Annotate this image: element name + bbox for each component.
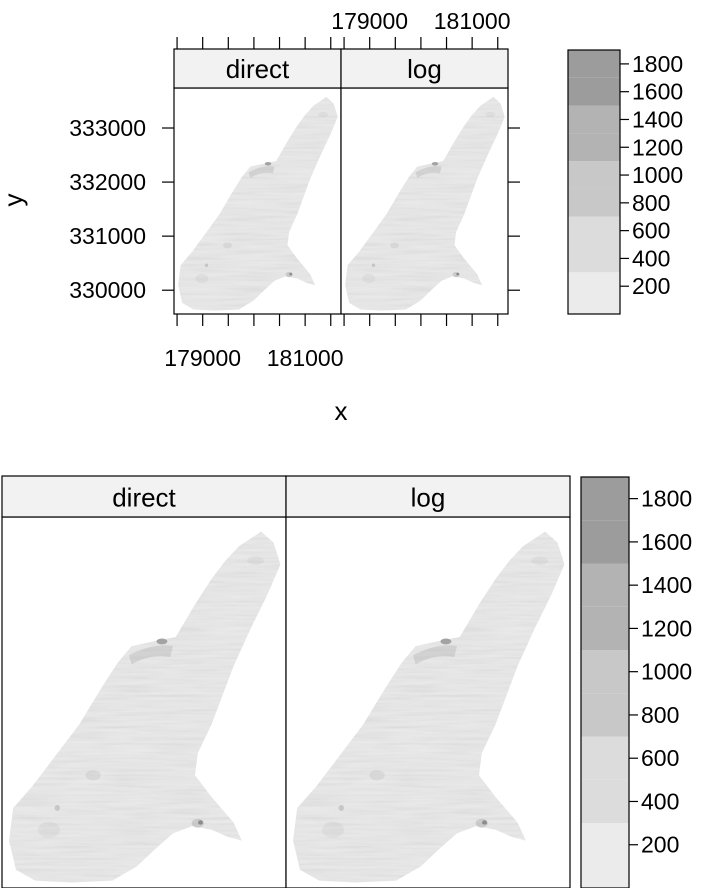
top-colorkey-band — [568, 161, 620, 189]
bottom-colorkey-tick-label: 600 — [641, 745, 679, 771]
bottom-strip-label: direct — [112, 482, 176, 512]
top-colorkey-tick-label: 1000 — [632, 162, 683, 188]
top-colorkey-tick-label: 1200 — [632, 134, 683, 160]
top-x-tick-label-bottom: 181000 — [267, 345, 344, 371]
top-x-tick-label-top: 179000 — [331, 8, 408, 34]
bottom-colorkey-band — [581, 563, 629, 607]
bottom-colorkey-band — [581, 736, 629, 780]
top-colorkey-band — [568, 77, 620, 106]
bottom-colorkey-band — [581, 779, 629, 824]
top-colorkey-band — [568, 244, 620, 273]
top-colorkey-band — [568, 133, 620, 162]
bottom-colorkey-tick-label: 1000 — [641, 659, 692, 685]
bottom-colorkey-tick-label: 1400 — [641, 572, 692, 598]
top-colorkey-tick-label: 800 — [632, 190, 670, 216]
bottom-panel-direct: direct — [1, 475, 287, 888]
top-colorkey-band — [568, 216, 620, 245]
top-colorkey-tick-label: 400 — [632, 245, 670, 271]
bottom-colorkey-band — [581, 477, 629, 521]
bottom-colorkey-tick-label: 1600 — [641, 529, 692, 555]
bottom-colorkey-band — [581, 823, 629, 888]
top-strip-label: direct — [226, 54, 290, 84]
top-x-axis-label: x — [335, 396, 348, 426]
bottom-colorkey-tick-label: 1200 — [641, 615, 692, 641]
top-y-tick-label: 332000 — [69, 169, 146, 195]
top-x-tick-label-bottom: 179000 — [164, 345, 241, 371]
top-colorkey-tick-label: 1800 — [632, 51, 683, 77]
top-colorkey-tick-label: 200 — [632, 273, 670, 299]
top-colorkey-band — [568, 50, 620, 78]
top-colorkey-band — [568, 272, 620, 314]
top-panel-log: log — [340, 48, 509, 315]
top-y-tick-label: 331000 — [69, 223, 146, 249]
top-colorkey-band — [568, 188, 620, 217]
bottom-colorkey-tick-label: 200 — [641, 832, 679, 858]
top-panel-direct: direct — [173, 48, 342, 315]
bottom-lattice: direct log 200 400 600 800 1000 1200 1400 1600 180… — [1, 475, 692, 888]
top-strip-direct — [173, 48, 342, 89]
bottom-strip-label: log — [411, 482, 446, 512]
bottom-colorkey-tick-label: 800 — [641, 702, 679, 728]
bottom-panel-log: log — [285, 475, 571, 888]
bottom-strip-direct — [1, 475, 287, 518]
bottom-colorkey: 200 400 600 800 1000 1200 1400 1600 1800 — [580, 476, 692, 888]
top-colorkey-band — [568, 105, 620, 134]
bottom-colorkey-band — [581, 693, 629, 737]
top-x-tick-label-top: 181000 — [434, 8, 511, 34]
bottom-colorkey-band — [581, 606, 629, 651]
bottom-colorkey-band — [581, 650, 629, 694]
top-colorkey-border — [567, 49, 621, 315]
top-y-axis-label: y — [0, 194, 28, 207]
bottom-colorkey-band — [581, 520, 629, 564]
bottom-colorkey-border — [580, 476, 630, 888]
top-colorkey-tick-label: 1400 — [632, 106, 683, 132]
bottom-strip-log — [285, 475, 571, 518]
top-strip-label: log — [407, 54, 442, 84]
top-y-tick-label: 330000 — [69, 277, 146, 303]
top-colorkey-tick-label: 600 — [632, 218, 670, 244]
bottom-colorkey-tick-label: 1800 — [641, 486, 692, 512]
bottom-colorkey-tick-label: 400 — [641, 788, 679, 814]
top-y-tick-label: 333000 — [69, 115, 146, 141]
top-colorkey-tick-label: 1600 — [632, 79, 683, 105]
top-lattice: direct log 179000 181000 179000 181000 330000 3… — [0, 8, 683, 426]
top-strip-log — [340, 48, 509, 89]
